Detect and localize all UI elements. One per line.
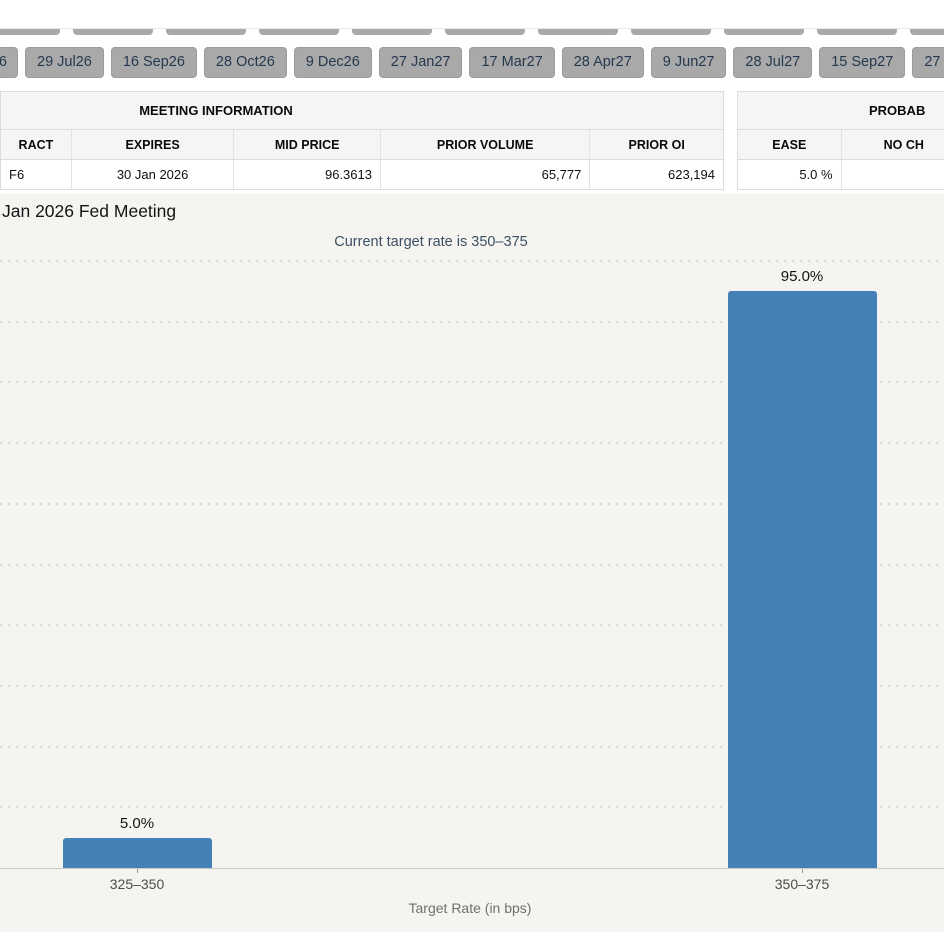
- top-divider: [0, 28, 944, 29]
- probabilities-table: PROBAB EASE NO CH 5.0 %: [737, 91, 944, 190]
- meeting-date-tabs: 6 29 Jul26 16 Sep26 28 Oct26 9 Dec26 27 Jan27…: [0, 47, 944, 78]
- mi-col-header-1: EXPIRES: [70, 130, 234, 159]
- previous-row-tab-stub[interactable]: [73, 29, 153, 35]
- bar-325–350: [62, 837, 212, 868]
- mi-col-header-4: PRIOR OI: [589, 130, 723, 159]
- x-tick-mark: [802, 868, 803, 873]
- gridline-80pct: [0, 381, 944, 384]
- gridline-70pct: [0, 442, 944, 445]
- tab-29-jul26[interactable]: 29 Jul26: [25, 47, 104, 78]
- gridline-10pct: [0, 806, 944, 809]
- gridline-90pct: [0, 320, 944, 323]
- gridline-100pct: [0, 260, 944, 262]
- pr-cell-0: 5.0 %: [799, 167, 833, 182]
- probabilities-data-row: 5.0 %: [738, 160, 944, 189]
- mi-cell-3: 65,777: [379, 160, 589, 189]
- tab-9-dec26[interactable]: 9 Dec26: [293, 47, 372, 78]
- chart-title: Jan 2026 Fed Meeting: [2, 201, 177, 221]
- tab-partial-left[interactable]: 6: [0, 47, 18, 78]
- tab-16-sep26[interactable]: 16 Sep26: [110, 47, 197, 78]
- previous-row-tab-stub[interactable]: [538, 29, 618, 35]
- probabilities-title: PROBAB: [869, 103, 926, 118]
- mi-cell-4: 623,194: [589, 160, 723, 189]
- mi-cell-2: 96.3613: [233, 160, 380, 189]
- previous-row-tab-stub[interactable]: [910, 29, 944, 35]
- bar-value-label: 5.0%: [119, 814, 155, 832]
- tab-9-jun27[interactable]: 9 Jun27: [650, 47, 727, 78]
- gridline-50pct: [0, 563, 944, 566]
- x-axis-title: Target Rate (in bps): [408, 900, 532, 916]
- bar-value-label: 95.0%: [780, 268, 824, 286]
- previous-row-tab-stub[interactable]: [724, 29, 804, 35]
- tab-28-apr27[interactable]: 28 Apr27: [561, 47, 644, 78]
- gridline-20pct: [0, 745, 944, 748]
- previous-row-tab-stub[interactable]: [352, 29, 432, 35]
- fed-meeting-probability-chart: Jan 2026 Fed Meeting Current target rate…: [0, 194, 944, 932]
- mi-col-header-2: MID PRICE: [233, 130, 380, 159]
- meeting-information-column-headers: RACT EXPIRES MID PRICE PRIOR VOLUME PRIOR OI: [1, 130, 723, 160]
- tab-15-sep27[interactable]: 15 Sep27: [819, 47, 906, 78]
- x-tick-label: 325–350: [109, 876, 165, 892]
- previous-row-tab-stub[interactable]: [445, 29, 525, 35]
- x-axis-line: [0, 868, 944, 869]
- previous-row-tab-stub[interactable]: [631, 29, 711, 35]
- chart-subtitle: Current target rate is 350–375: [334, 234, 528, 250]
- mi-cell-0: F6: [9, 167, 25, 182]
- gridline-60pct: [0, 502, 944, 505]
- probabilities-header: PROBAB: [738, 92, 944, 130]
- previous-row-tab-stub[interactable]: [166, 29, 246, 35]
- pr-cell-1: [840, 160, 944, 189]
- probabilities-column-headers: EASE NO CH: [738, 130, 944, 160]
- previous-row-tab-stub[interactable]: [259, 29, 339, 35]
- pr-col-header-1: NO CH: [840, 130, 944, 159]
- meeting-information-title: MEETING INFORMATION: [139, 103, 293, 118]
- previous-row-tab-stub[interactable]: [0, 29, 60, 35]
- bar-350–375: [727, 291, 877, 868]
- mi-cell-1: 30 Jan 2026: [70, 160, 234, 189]
- tab-27-oct27[interactable]: 27 Oct27: [912, 47, 944, 78]
- tab-17-mar27[interactable]: 17 Mar27: [469, 47, 555, 78]
- meeting-information-table: MEETING INFORMATION RACT EXPIRES MID PRICE…: [0, 91, 724, 190]
- tab-28-oct26[interactable]: 28 Oct26: [203, 47, 287, 78]
- meeting-information-header: MEETING INFORMATION: [1, 92, 723, 130]
- previous-row-tab-stub[interactable]: [817, 29, 897, 35]
- mi-col-header-3: PRIOR VOLUME: [379, 130, 589, 159]
- x-tick-mark: [137, 868, 138, 873]
- mi-col-header-0: RACT: [18, 138, 54, 152]
- previous-tab-row-partial: [0, 29, 944, 35]
- pr-col-header-0: EASE: [772, 138, 807, 152]
- gridline-30pct: [0, 684, 944, 687]
- meeting-information-data-row: F6 30 Jan 2026 96.3613 65,777 623,194: [1, 160, 723, 189]
- gridline-40pct: [0, 624, 944, 627]
- x-tick-label: 350–375: [774, 876, 830, 892]
- tab-28-jul27[interactable]: 28 Jul27: [733, 47, 813, 78]
- tab-27-jan27[interactable]: 27 Jan27: [378, 47, 463, 78]
